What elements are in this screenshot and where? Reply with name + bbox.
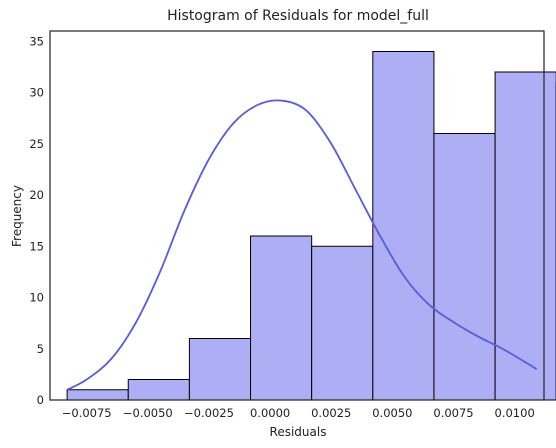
histogram-bars (66, 51, 556, 401)
histogram-bar (311, 245, 374, 401)
y-tick-label: 15 (29, 239, 44, 253)
x-tick-label: 0.0050 (372, 406, 412, 420)
y-tick-label: 0 (37, 393, 44, 407)
x-tick-label: 0.0025 (311, 406, 351, 420)
x-tick-label: −0.0025 (184, 406, 234, 420)
y-tick-label: 30 (29, 86, 44, 100)
y-axis-label: Frequency (10, 185, 24, 247)
x-axis-label: Residuals (270, 425, 327, 439)
histogram-bar (433, 133, 496, 401)
histogram-bar (494, 71, 556, 401)
x-axis-ticks: −0.0075 −0.0050 −0.0025 0.0000 0.0025 0.0050 0… (62, 406, 535, 420)
histogram-bar (66, 389, 129, 401)
y-axis-ticks: 0 5 10 15 20 25 30 35 (29, 34, 44, 407)
x-tick-label: 0.0000 (250, 406, 290, 420)
y-tick-label: 10 (29, 291, 44, 305)
y-tick-label: 5 (37, 342, 44, 356)
histogram-bar (188, 338, 252, 401)
x-tick-label: 0.0100 (495, 406, 535, 420)
y-tick-label: 20 (29, 188, 44, 202)
y-tick-label: 35 (29, 34, 44, 48)
chart-title: Histogram of Residuals for model_full (167, 8, 429, 24)
x-tick-label: 0.0075 (433, 406, 473, 420)
histogram-bar (250, 235, 313, 401)
x-tick-label: −0.0050 (123, 406, 173, 420)
histogram-bar (372, 51, 435, 401)
y-tick-label: 25 (29, 137, 44, 151)
histogram-bar (127, 379, 190, 401)
x-tick-label: −0.0075 (62, 406, 112, 420)
kde-curve (66, 99, 538, 391)
plot-frame (49, 30, 545, 401)
